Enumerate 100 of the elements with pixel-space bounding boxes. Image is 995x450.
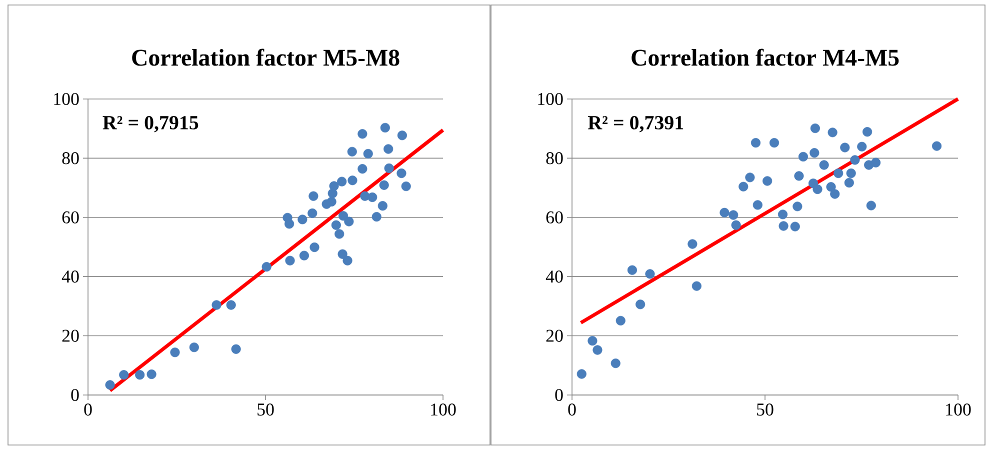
point	[592, 345, 602, 355]
x-tick-label: 50	[757, 404, 774, 416]
point	[576, 369, 586, 379]
point	[790, 222, 800, 232]
point	[344, 216, 354, 226]
point	[826, 182, 836, 192]
point	[720, 208, 730, 218]
point	[738, 182, 748, 192]
point	[189, 342, 199, 352]
y-tick-label: 40	[546, 270, 563, 283]
point	[170, 348, 180, 358]
point	[262, 262, 272, 272]
point	[588, 336, 598, 346]
point	[379, 180, 389, 190]
point	[627, 265, 638, 275]
point	[616, 316, 626, 326]
point	[368, 192, 378, 202]
y-tick-label: 20	[546, 330, 563, 342]
y-tick-label: 20	[62, 330, 79, 342]
point	[299, 250, 310, 260]
point	[308, 208, 318, 218]
x-tick-label: 100	[431, 404, 456, 416]
point	[401, 182, 411, 192]
point	[828, 128, 838, 138]
x-tick-label: 50	[258, 404, 274, 416]
chart-title: Correlation factor M5-M8	[132, 48, 400, 66]
point	[284, 219, 294, 229]
point	[834, 168, 844, 178]
point	[870, 158, 881, 168]
point	[384, 163, 394, 174]
point	[396, 168, 406, 178]
point	[308, 191, 318, 201]
y-tick-label: 40	[62, 270, 79, 283]
point	[338, 211, 348, 221]
point	[846, 168, 856, 178]
chart-title: Correlation factor M4-M5	[632, 48, 899, 66]
y-tick-label: 80	[546, 152, 563, 164]
point	[384, 144, 394, 154]
point	[334, 229, 344, 239]
point	[810, 123, 820, 134]
point	[844, 178, 854, 188]
point	[372, 212, 382, 222]
point	[326, 196, 336, 206]
point	[778, 221, 788, 231]
x-tick-label: 0	[568, 404, 576, 416]
point	[380, 122, 390, 132]
point	[688, 239, 698, 249]
point	[850, 155, 860, 165]
point	[358, 164, 368, 174]
y-tick-label: 0	[71, 388, 79, 402]
point	[778, 210, 788, 220]
point	[798, 152, 808, 162]
x-tick-label: 100	[946, 404, 971, 416]
point	[731, 220, 741, 230]
point	[331, 220, 341, 230]
point	[752, 200, 762, 210]
point	[794, 171, 804, 181]
point	[105, 380, 115, 390]
point	[378, 201, 388, 211]
point	[862, 127, 872, 137]
point	[692, 281, 702, 291]
point	[348, 176, 358, 186]
point	[135, 370, 145, 380]
y-tick-label: 100	[538, 92, 563, 106]
point	[337, 176, 347, 186]
point	[636, 300, 646, 310]
point	[857, 142, 867, 152]
point	[810, 148, 820, 158]
point	[610, 358, 620, 368]
y-tick-label: 0	[555, 388, 563, 402]
point	[347, 146, 357, 156]
point	[932, 141, 942, 151]
point	[812, 184, 822, 194]
point	[728, 210, 738, 220]
point	[226, 300, 236, 310]
annotation: R² = 0,7391	[588, 116, 684, 132]
y-tick-label: 60	[546, 211, 563, 224]
y-tick-label: 80	[62, 152, 79, 164]
point	[866, 200, 876, 210]
point	[769, 138, 780, 148]
point	[830, 189, 840, 199]
point	[285, 256, 295, 266]
point	[231, 344, 241, 354]
point	[363, 148, 373, 159]
point	[745, 172, 755, 182]
y-tick-label: 100	[54, 92, 79, 106]
point	[146, 369, 156, 380]
point	[329, 181, 339, 191]
y-tick-label: 60	[62, 211, 79, 224]
point	[750, 138, 761, 148]
point	[310, 242, 320, 252]
point	[645, 269, 655, 279]
point	[762, 176, 772, 186]
point	[298, 214, 308, 224]
annotation: R² = 0,7915	[102, 116, 198, 132]
point	[338, 249, 348, 259]
point	[119, 370, 129, 380]
point	[342, 256, 352, 266]
point	[792, 202, 802, 212]
point	[397, 130, 407, 140]
